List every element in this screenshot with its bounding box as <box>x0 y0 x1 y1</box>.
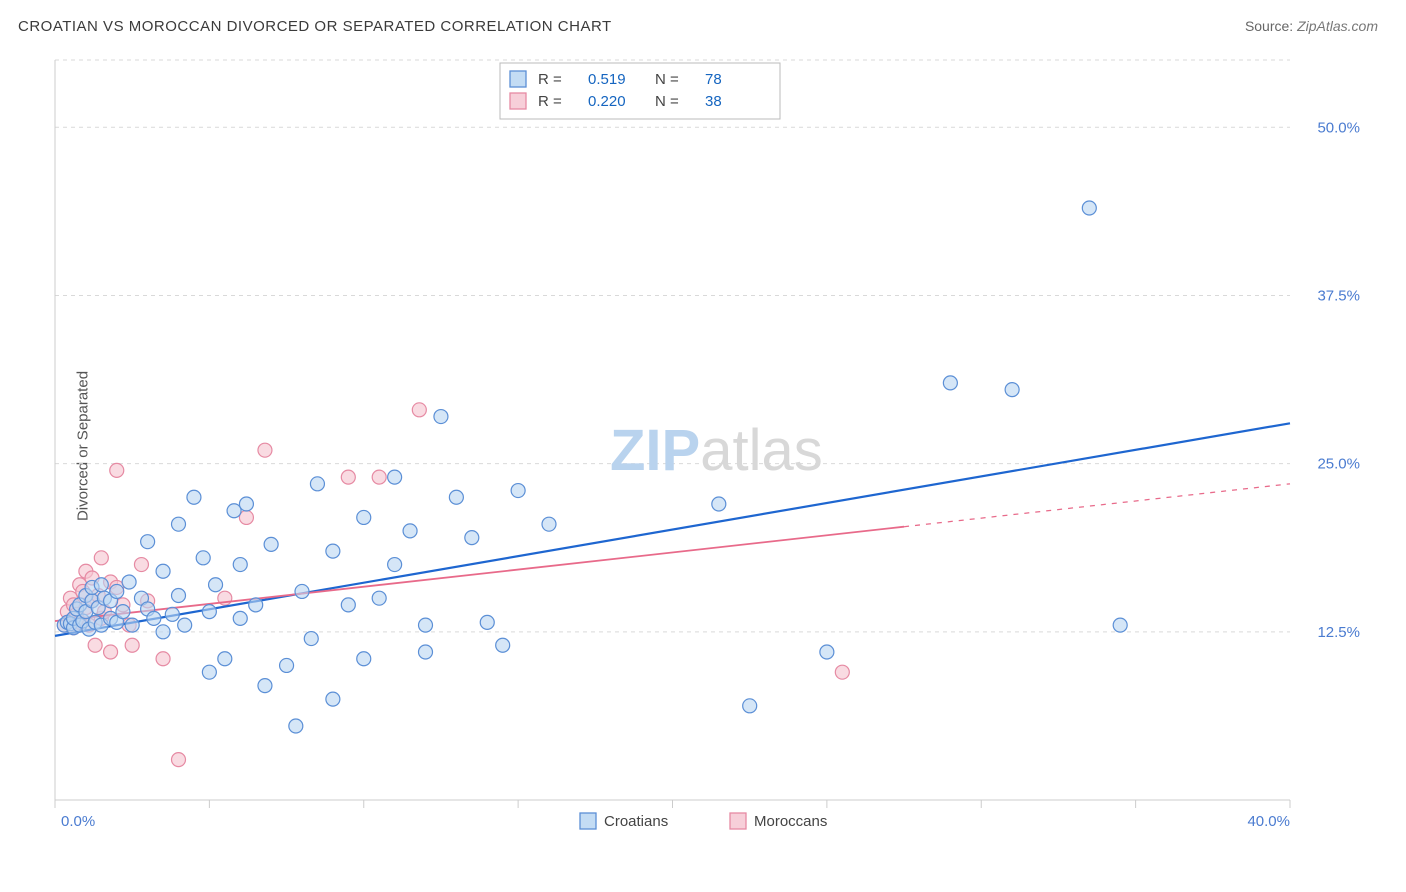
svg-text:0.220: 0.220 <box>588 93 626 110</box>
data-point <box>496 638 510 652</box>
data-point <box>326 692 340 706</box>
data-point <box>233 611 247 625</box>
legend-swatch <box>580 813 596 829</box>
data-point <box>147 611 161 625</box>
data-point <box>88 638 102 652</box>
data-point <box>209 578 223 592</box>
chart-title: CROATIAN VS MOROCCAN DIVORCED OR SEPARAT… <box>18 18 612 35</box>
data-point <box>280 658 294 672</box>
data-point <box>372 591 386 605</box>
data-point <box>104 645 118 659</box>
data-point <box>341 470 355 484</box>
data-point <box>835 665 849 679</box>
scatter-plot: ZIPatlas R = 0.519 N = 78 R = 0.220 N = 38 Croa… <box>50 55 1370 835</box>
data-point <box>94 551 108 565</box>
data-point <box>233 558 247 572</box>
trend-line <box>55 527 904 621</box>
data-point <box>156 625 170 639</box>
data-point <box>172 588 186 602</box>
data-point <box>449 490 463 504</box>
data-point <box>141 535 155 549</box>
data-point <box>419 618 433 632</box>
data-point <box>249 598 263 612</box>
data-point <box>1005 383 1019 397</box>
data-point <box>258 679 272 693</box>
data-point <box>110 584 124 598</box>
data-point <box>125 618 139 632</box>
data-point <box>156 652 170 666</box>
data-point <box>239 497 253 511</box>
trend-line <box>55 423 1290 636</box>
data-point <box>172 517 186 531</box>
data-point <box>122 575 136 589</box>
data-point <box>116 605 130 619</box>
svg-text:25.0%: 25.0% <box>1317 456 1360 473</box>
data-point <box>110 463 124 477</box>
source-name: ZipAtlas.com <box>1297 18 1378 34</box>
svg-text:0.0%: 0.0% <box>61 813 95 830</box>
data-point <box>165 607 179 621</box>
data-point <box>187 490 201 504</box>
data-point <box>943 376 957 390</box>
source-attribution: Source: ZipAtlas.com <box>1245 18 1378 34</box>
svg-text:N =: N = <box>655 93 679 110</box>
data-point <box>196 551 210 565</box>
data-point <box>372 470 386 484</box>
legend-label: Croatians <box>604 813 668 830</box>
data-point <box>258 443 272 457</box>
data-point <box>480 615 494 629</box>
source-prefix: Source: <box>1245 18 1297 34</box>
data-point <box>403 524 417 538</box>
data-point <box>412 403 426 417</box>
data-point <box>125 638 139 652</box>
watermark-atlas: atlas <box>700 418 823 483</box>
watermark-zip: ZIP <box>610 418 700 483</box>
data-point <box>94 578 108 592</box>
svg-text:40.0%: 40.0% <box>1247 813 1290 830</box>
data-point <box>465 531 479 545</box>
data-point <box>712 497 726 511</box>
data-point <box>341 598 355 612</box>
trend-line-extrapolated <box>904 484 1290 527</box>
data-point <box>172 753 186 767</box>
svg-text:N =: N = <box>655 71 679 88</box>
data-point <box>218 652 232 666</box>
data-point <box>156 564 170 578</box>
data-point <box>511 484 525 498</box>
data-point <box>743 699 757 713</box>
data-point <box>178 618 192 632</box>
data-point <box>304 632 318 646</box>
data-point <box>357 652 371 666</box>
svg-text:R =: R = <box>538 71 562 88</box>
data-point <box>434 410 448 424</box>
legend-swatch <box>730 813 746 829</box>
svg-text:R =: R = <box>538 93 562 110</box>
data-point <box>1113 618 1127 632</box>
data-point <box>202 665 216 679</box>
data-point <box>202 605 216 619</box>
data-point <box>264 537 278 551</box>
data-point <box>1082 201 1096 215</box>
svg-text:50.0%: 50.0% <box>1317 119 1360 136</box>
data-point <box>134 558 148 572</box>
data-point <box>419 645 433 659</box>
data-point <box>542 517 556 531</box>
data-point <box>326 544 340 558</box>
svg-text:78: 78 <box>705 71 722 88</box>
legend-label: Moroccans <box>754 813 827 830</box>
watermark: ZIPatlas <box>610 418 823 483</box>
data-point <box>357 510 371 524</box>
data-point <box>295 584 309 598</box>
svg-text:12.5%: 12.5% <box>1317 624 1360 641</box>
svg-text:38: 38 <box>705 93 722 110</box>
data-point <box>227 504 241 518</box>
data-point <box>820 645 834 659</box>
svg-text:0.519: 0.519 <box>588 71 626 88</box>
data-point <box>388 470 402 484</box>
data-point <box>239 510 253 524</box>
data-point <box>388 558 402 572</box>
data-point <box>310 477 324 491</box>
svg-text:37.5%: 37.5% <box>1317 287 1360 304</box>
data-point <box>289 719 303 733</box>
